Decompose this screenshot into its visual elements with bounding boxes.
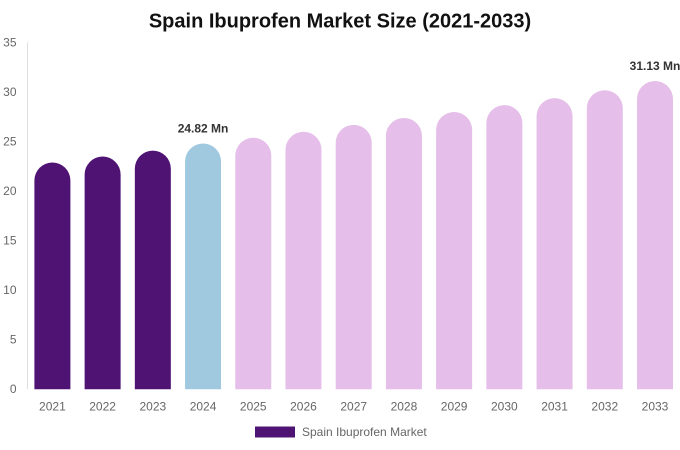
y-tick-label-15: 15 [3,234,17,248]
bar-2027[interactable] [335,124,372,390]
x-tick-label-2026: 2026 [290,400,317,414]
data-label-2033: 31.13 Mn [630,59,680,73]
y-tick-label-30: 30 [3,85,17,99]
x-tick-label-2032: 2032 [591,400,618,414]
bar-2031[interactable] [536,98,573,390]
y-tick-label-25: 25 [3,135,17,149]
bar-2028[interactable] [385,117,422,390]
bar-2029[interactable] [436,112,473,390]
bar-2023[interactable] [134,150,171,390]
x-tick-label-2030: 2030 [491,400,518,414]
x-tick-label-2027: 2027 [340,400,367,414]
bar-2026[interactable] [285,131,322,390]
bar-2024[interactable] [185,143,222,390]
x-tick-label-2022: 2022 [89,400,116,414]
data-label-2024: 24.82 Mn [178,121,229,135]
x-tick-label-2025: 2025 [240,400,267,414]
bar-2032[interactable] [586,90,623,390]
x-tick-label-2031: 2031 [541,400,568,414]
data-labels: 24.82 Mn 31.13 Mn [178,59,680,135]
bar-2022[interactable] [84,156,121,390]
bar-2021[interactable] [34,162,71,390]
y-tick-label-5: 5 [10,333,17,347]
y-tick-label-0: 0 [10,382,17,396]
bar-2033[interactable] [637,81,674,390]
bar-2025[interactable] [235,137,272,390]
x-tick-label-2023: 2023 [139,400,166,414]
chart-title: Spain Ibuprofen Market Size (2021-2033) [149,11,531,33]
legend[interactable]: Spain Ibuprofen Market [255,425,427,439]
y-axis-labels: 0 5 10 15 20 25 30 35 [3,36,17,397]
x-tick-label-2028: 2028 [391,400,418,414]
x-tick-label-2029: 2029 [441,400,468,414]
y-tick-label-35: 35 [3,36,17,50]
x-tick-label-2033: 2033 [642,400,669,414]
bar-2030[interactable] [486,105,523,390]
x-tick-label-2024: 2024 [190,400,217,414]
x-axis-labels: 2021 2022 2023 2024 2025 2026 2027 2028 2029 2030… [39,400,669,414]
legend-swatch [255,426,295,438]
x-tick-label-2021: 2021 [39,400,66,414]
y-tick-label-20: 20 [3,184,17,198]
legend-label: Spain Ibuprofen Market [302,425,427,439]
y-tick-label-10: 10 [3,283,17,297]
bars [34,81,674,390]
